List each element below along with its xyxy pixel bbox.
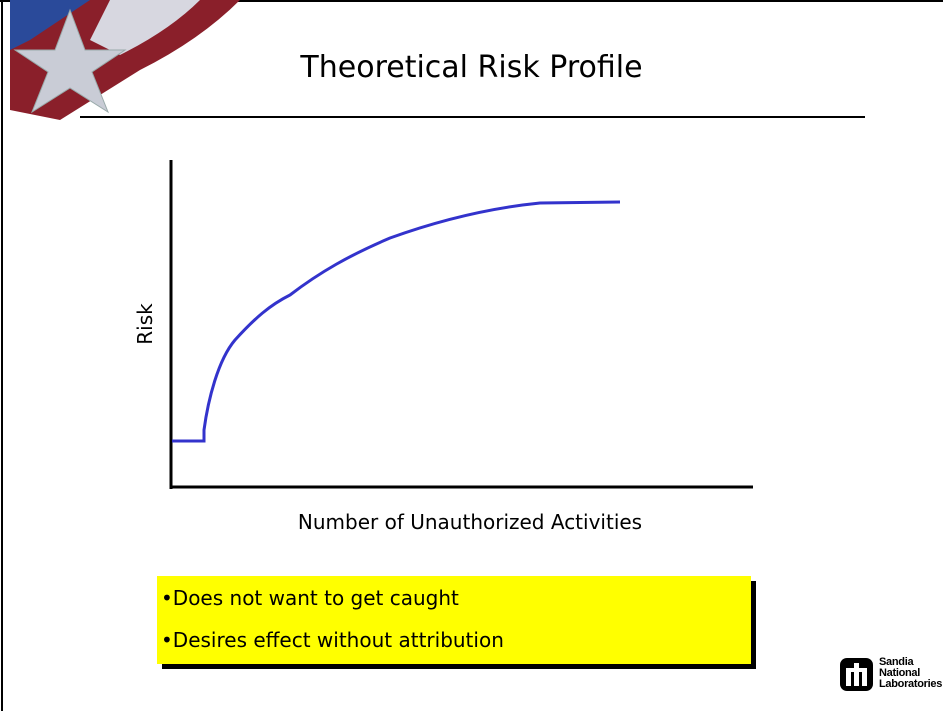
slide: Theoretical Risk Profile Risk Number of …: [0, 0, 943, 711]
slide-title: Theoretical Risk Profile: [0, 50, 943, 85]
logo-text: Sandia National Laboratories: [879, 657, 942, 690]
risk-curve: [172, 202, 620, 441]
y-axis-label: Risk: [133, 289, 157, 359]
logo-line: Laboratories: [879, 679, 942, 690]
bullet: •Desires effect without attribution: [161, 628, 504, 652]
x-axis-label: Number of Unauthorized Activities: [170, 510, 770, 534]
bullet: •Does not want to get caught: [161, 586, 459, 610]
logo-icon: [840, 658, 873, 691]
bullet-box: •Does not want to get caught •Desires ef…: [157, 576, 751, 664]
